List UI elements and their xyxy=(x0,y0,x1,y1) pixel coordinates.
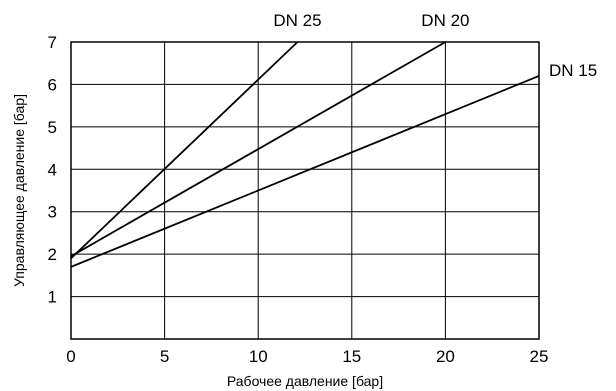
y-tick-labels: 1 2 3 4 5 6 7 xyxy=(48,33,57,307)
series-lines xyxy=(70,41,540,268)
x-tick-label: 5 xyxy=(160,347,169,366)
y-tick-label: 3 xyxy=(48,203,57,222)
y-axis-title: Управляющее давление [бар] xyxy=(11,94,27,287)
x-tick-label: 25 xyxy=(530,347,549,366)
x-tick-labels: 0 5 10 15 20 25 xyxy=(66,347,548,366)
series-label: DN 25 xyxy=(273,11,321,30)
x-tick-label: 15 xyxy=(342,347,361,366)
series-label: DN 20 xyxy=(421,11,469,30)
series-line xyxy=(70,41,446,258)
y-tick-label: 4 xyxy=(48,160,57,179)
y-tick-label: 7 xyxy=(48,33,57,52)
series-line xyxy=(70,41,299,260)
series-label: DN 15 xyxy=(549,61,597,80)
y-tick-label: 5 xyxy=(48,118,57,137)
series-labels: DN 25 DN 20 DN 15 xyxy=(273,11,597,80)
y-tick-label: 2 xyxy=(48,245,57,264)
y-tick-label: 1 xyxy=(48,288,57,307)
series-line xyxy=(70,75,540,268)
x-tick-label: 20 xyxy=(436,347,455,366)
x-axis-title: Рабочее давление [бар] xyxy=(227,373,383,389)
y-tick-label: 6 xyxy=(48,75,57,94)
x-tick-label: 10 xyxy=(249,347,268,366)
plot-area-frame xyxy=(70,41,540,340)
x-tick-label: 0 xyxy=(66,347,75,366)
